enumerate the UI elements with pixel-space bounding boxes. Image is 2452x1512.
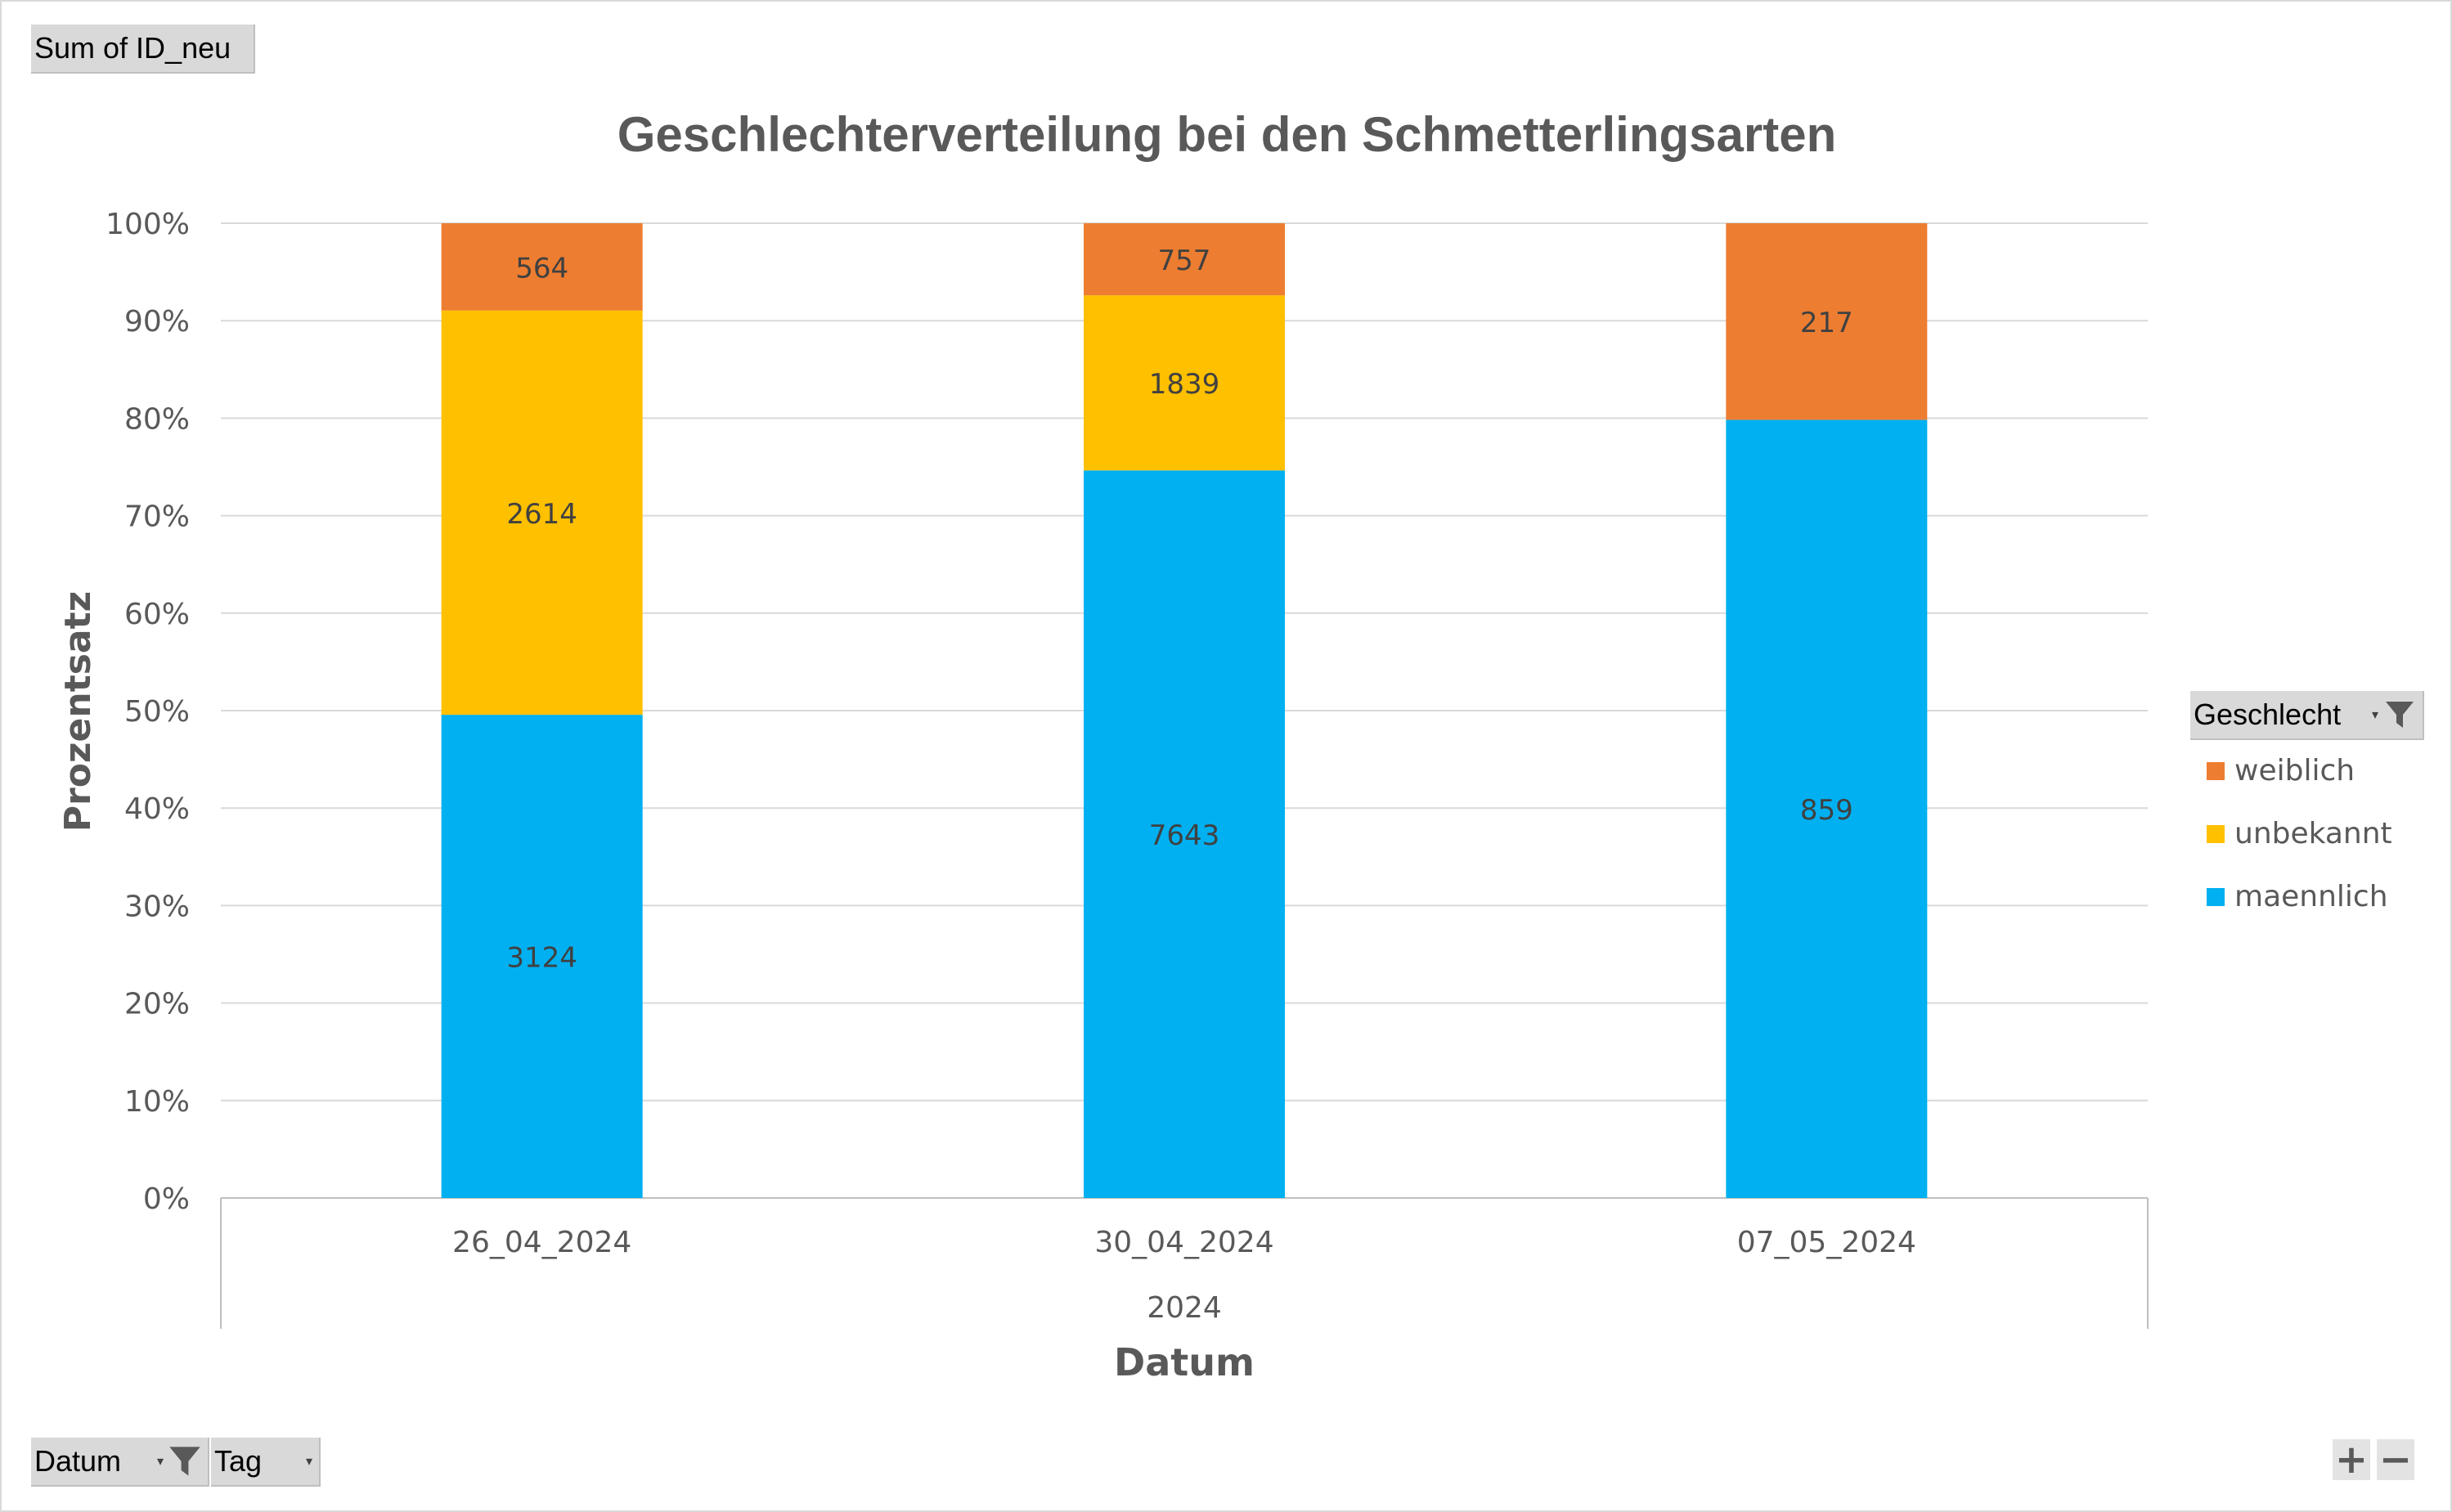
y-tick-label: 50% bbox=[124, 695, 190, 729]
axis-field-label-tag: Tag bbox=[214, 1444, 263, 1478]
y-tick-label: 60% bbox=[124, 598, 190, 631]
x-tick-labels: 26_04_2024 30_04_2024 07_05_2024 bbox=[452, 1226, 1916, 1259]
y-tick-label: 20% bbox=[124, 988, 190, 1021]
legend-field-button[interactable]: Geschlecht ▾ bbox=[2190, 691, 2424, 740]
legend-item-unbekannt[interactable]: unbekannt bbox=[2207, 817, 2392, 850]
y-tick-label: 40% bbox=[124, 792, 190, 826]
category-group-label: 2024 bbox=[1147, 1291, 1222, 1325]
axis-field-button-tag[interactable]: Tag ▾ bbox=[211, 1438, 321, 1487]
bar-segment-weiblich[interactable] bbox=[1084, 223, 1285, 296]
value-field-button[interactable]: Sum of ID_neu bbox=[31, 25, 255, 74]
bars bbox=[441, 223, 1928, 1198]
minus-icon[interactable]: − bbox=[2377, 1439, 2414, 1480]
legend-item-weiblich[interactable]: weiblich bbox=[2207, 754, 2355, 787]
dropdown-arrow-icon[interactable]: ▾ bbox=[156, 1455, 164, 1469]
x-tick-label: 07_05_2024 bbox=[1737, 1226, 1916, 1259]
legend-swatch bbox=[2207, 761, 2225, 780]
bar-segment-unbekannt[interactable] bbox=[1084, 295, 1285, 471]
y-tick-label: 70% bbox=[124, 500, 190, 534]
data-label: 217 bbox=[1800, 307, 1853, 339]
plus-icon[interactable]: + bbox=[2333, 1439, 2370, 1480]
data-label: 1839 bbox=[1149, 368, 1220, 401]
bar-segment-weiblich[interactable] bbox=[1726, 223, 1928, 420]
y-tick-label: 80% bbox=[124, 402, 190, 436]
legend-label: unbekannt bbox=[2234, 817, 2392, 850]
y-tick-label: 30% bbox=[124, 890, 190, 923]
axis-field-label-datum: Datum bbox=[34, 1444, 122, 1478]
bar-segment-maennlich[interactable] bbox=[1726, 420, 1928, 1198]
x-tick-label: 30_04_2024 bbox=[1094, 1226, 1273, 1259]
funnel-filter-icon[interactable] bbox=[167, 1443, 203, 1479]
legend-swatch bbox=[2207, 824, 2225, 843]
legend-label: maennlich bbox=[2234, 880, 2388, 913]
data-label: 7643 bbox=[1149, 819, 1220, 852]
bar-labels: 3124 2614 564 7643 1839 757 859 217 bbox=[506, 245, 1852, 974]
bar-segment-unbekannt[interactable] bbox=[441, 310, 643, 716]
axis-frame bbox=[220, 1198, 2149, 1329]
y-tick-label: 100% bbox=[106, 208, 190, 241]
bar-segment-weiblich[interactable] bbox=[441, 223, 643, 311]
y-tick-label: 10% bbox=[124, 1085, 190, 1119]
data-label: 3124 bbox=[506, 942, 577, 975]
funnel-filter-icon[interactable] bbox=[2383, 698, 2416, 731]
data-label: 757 bbox=[1158, 245, 1211, 277]
bar-segment-maennlich[interactable] bbox=[441, 715, 643, 1198]
y-tick-label: 0% bbox=[143, 1182, 190, 1216]
dropdown-arrow-icon[interactable]: ▾ bbox=[305, 1455, 312, 1469]
x-axis-title: Datum bbox=[1114, 1340, 1255, 1384]
legend-swatch bbox=[2207, 887, 2225, 906]
dropdown-arrow-icon[interactable]: ▾ bbox=[2371, 708, 2378, 722]
data-label: 859 bbox=[1800, 794, 1853, 827]
legend-field-label: Geschlecht bbox=[2194, 698, 2342, 731]
data-label: 2614 bbox=[506, 498, 577, 531]
y-axis-title: Prozentsatz bbox=[57, 591, 99, 832]
value-field-label: Sum of ID_neu bbox=[34, 31, 231, 65]
y-tick-labels: 0% 10% 20% 30% 40% 50% 60% 70% 80% 90% 100% bbox=[106, 208, 190, 1216]
chart-title: Geschlechterverteilung bei den Schmetter… bbox=[617, 107, 1837, 162]
data-label: 564 bbox=[515, 252, 568, 285]
axis-field-button-datum[interactable]: Datum ▾ bbox=[31, 1438, 209, 1487]
bar-segment-maennlich[interactable] bbox=[1084, 470, 1285, 1198]
x-tick-label: 26_04_2024 bbox=[452, 1226, 631, 1259]
legend-item-maennlich[interactable]: maennlich bbox=[2207, 880, 2388, 913]
legend-label: weiblich bbox=[2234, 754, 2355, 787]
y-tick-label: 90% bbox=[124, 305, 190, 339]
